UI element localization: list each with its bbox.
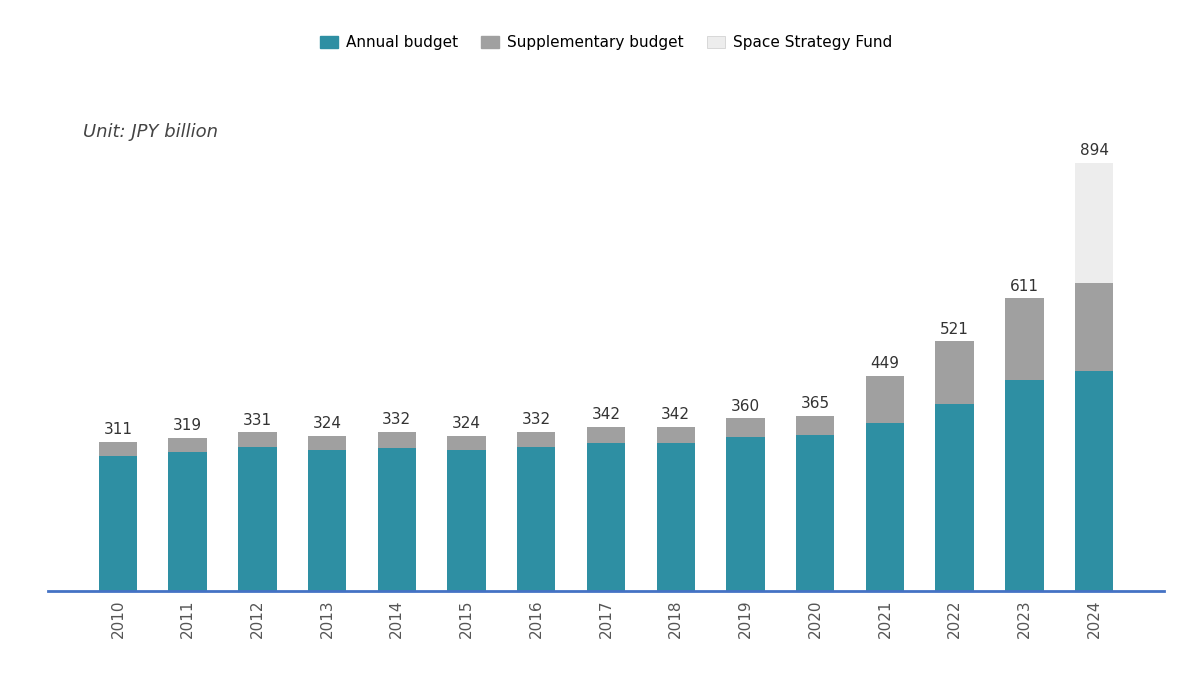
Bar <box>726 418 764 437</box>
Bar <box>726 437 764 591</box>
Bar <box>1075 163 1114 282</box>
Text: 319: 319 <box>173 418 202 433</box>
Bar <box>98 442 137 456</box>
Text: 324: 324 <box>312 416 342 431</box>
Bar <box>168 438 206 452</box>
Bar <box>238 447 276 591</box>
Bar <box>656 443 695 591</box>
Legend: Annual budget, Supplementary budget, Space Strategy Fund: Annual budget, Supplementary budget, Spa… <box>316 31 896 55</box>
Text: 521: 521 <box>941 322 970 337</box>
Text: 311: 311 <box>103 422 132 437</box>
Text: Unit: JPY billion: Unit: JPY billion <box>83 124 218 141</box>
Text: 332: 332 <box>522 412 551 427</box>
Text: 331: 331 <box>242 413 272 428</box>
Bar <box>517 432 556 447</box>
Bar <box>378 432 416 448</box>
Bar <box>936 342 974 404</box>
Bar <box>98 456 137 591</box>
Bar <box>656 427 695 443</box>
Bar <box>517 447 556 591</box>
Bar <box>796 416 834 435</box>
Text: 894: 894 <box>1080 143 1109 158</box>
Bar <box>1075 371 1114 591</box>
Bar <box>587 443 625 591</box>
Bar <box>448 436 486 449</box>
Bar <box>865 376 904 423</box>
Text: 342: 342 <box>592 407 620 422</box>
Bar <box>796 435 834 591</box>
Text: 324: 324 <box>452 416 481 431</box>
Text: 611: 611 <box>1010 278 1039 293</box>
Text: 332: 332 <box>383 412 412 427</box>
Bar <box>448 449 486 591</box>
Text: 449: 449 <box>870 356 900 371</box>
Text: 360: 360 <box>731 399 760 414</box>
Bar <box>865 423 904 591</box>
Bar <box>308 436 347 450</box>
Bar <box>936 404 974 591</box>
Bar <box>1006 298 1044 380</box>
Text: 342: 342 <box>661 407 690 422</box>
Bar <box>168 452 206 591</box>
Bar <box>1075 282 1114 371</box>
Bar <box>1006 380 1044 591</box>
Bar <box>378 448 416 591</box>
Text: 365: 365 <box>800 397 829 411</box>
Bar <box>308 450 347 591</box>
Bar <box>587 427 625 443</box>
Bar <box>238 433 276 447</box>
